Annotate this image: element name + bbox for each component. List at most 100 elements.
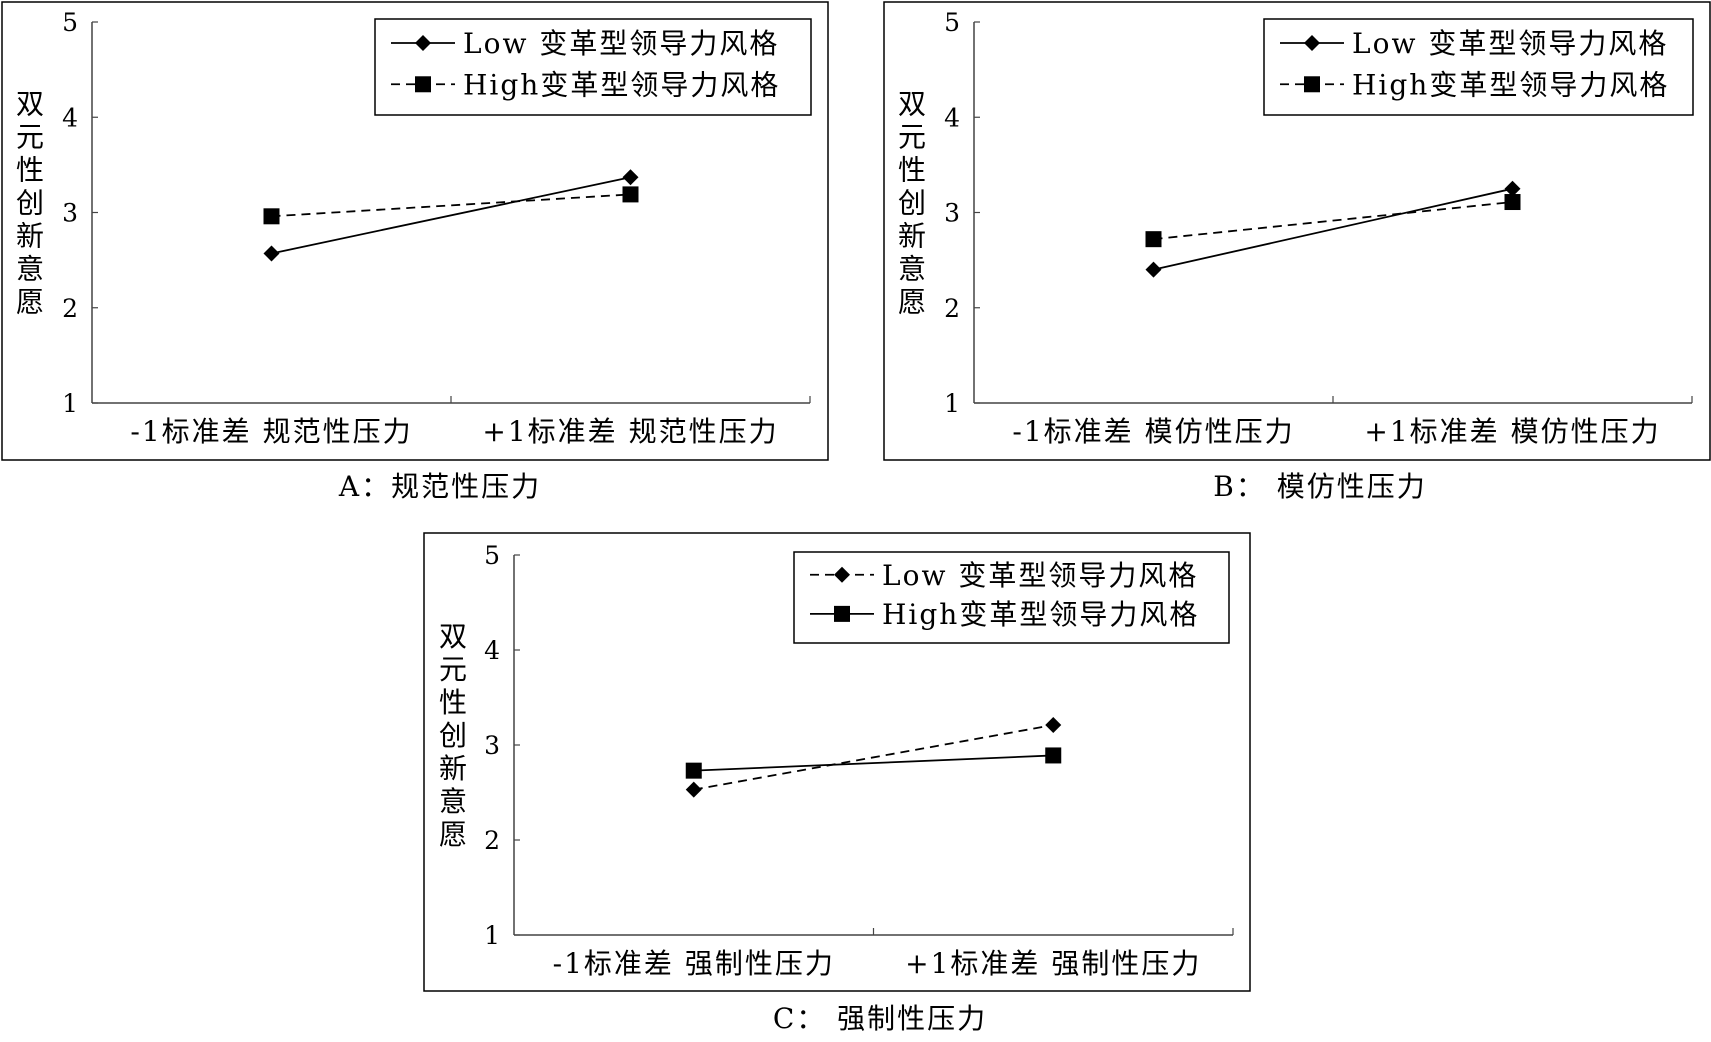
legend-marker-square <box>834 605 850 622</box>
chart-panel-a: 1 2 3 4 5 -1标准差 规范性压力 +1标准差 规范性压力 双元性创新意愿 Low 变革… <box>1 1 829 503</box>
data-point-square <box>622 186 639 203</box>
x-category-label: +1标准差 规范性压力 <box>482 415 778 448</box>
y-tick-label: 1 <box>944 389 960 418</box>
series-line <box>271 193 631 218</box>
legend-box <box>793 551 1230 644</box>
y-axis-title-char: 双 <box>439 620 467 653</box>
y-tick-label: 4 <box>944 103 960 132</box>
legend: Low 变革型领导力风格 High变革型领导力风格 <box>1263 18 1694 116</box>
x-category-label: +1标准差 强制性压力 <box>905 947 1201 980</box>
legend-label: High变革型领导力风格 <box>1352 68 1669 101</box>
y-tick-label: 3 <box>62 199 78 228</box>
series-low <box>685 717 1062 798</box>
y-axis-title-char: 双 <box>16 88 44 121</box>
chart-panel-b: 1 2 3 4 5 -1标准差 模仿性压力 +1标准差 模仿性压力 双元性创新意愿 Low 变革… <box>883 1 1711 503</box>
y-tick-label: 5 <box>62 8 78 37</box>
x-category-label: +1标准差 模仿性压力 <box>1364 415 1660 448</box>
data-point-square <box>1145 231 1162 248</box>
y-axis-title: 双元性创新意愿 <box>898 88 926 319</box>
x-category-label: -1标准差 模仿性压力 <box>1012 415 1294 448</box>
y-axis-title-char: 元 <box>439 653 467 686</box>
legend: Low 变革型领导力风格 High变革型领导力风格 <box>793 551 1230 644</box>
panel-frame <box>423 532 1251 992</box>
y-tick-label: 4 <box>484 636 500 665</box>
legend-item: High变革型领导力风格 <box>1280 68 1669 101</box>
y-tick-label: 2 <box>944 294 960 323</box>
y-tick-label: 3 <box>944 199 960 228</box>
data-point-diamond <box>1045 717 1062 734</box>
y-axis-title-char: 愿 <box>439 818 467 851</box>
series-line <box>271 176 631 255</box>
series-line <box>1153 201 1513 241</box>
legend-label: High变革型领导力风格 <box>463 68 780 101</box>
data-point-diamond <box>622 169 639 186</box>
legend-label: High变革型领导力风格 <box>882 598 1199 631</box>
legend-marker-diamond <box>1304 35 1320 51</box>
y-axis-title-char: 性 <box>16 154 44 187</box>
series-high <box>263 186 639 225</box>
chart-panel-c: 1 2 3 4 5 -1标准差 强制性压力 +1标准差 强制性压力 双元性创新意愿 Low 变革… <box>423 532 1251 1035</box>
data-point-square <box>1045 747 1062 764</box>
data-point-square <box>1504 194 1521 211</box>
series-low <box>263 169 639 262</box>
y-axis-title-char: 创 <box>898 187 926 220</box>
y-axis-title-char: 元 <box>898 121 926 154</box>
panel-frame <box>1 1 829 461</box>
y-axis-title-char: 新 <box>439 752 467 785</box>
y-tick-label: 1 <box>484 921 500 950</box>
legend-label: Low 变革型领导力风格 <box>882 559 1198 592</box>
y-axis-title-char: 创 <box>439 719 467 752</box>
data-point-diamond <box>1504 180 1521 197</box>
x-category-label: -1标准差 规范性压力 <box>130 415 412 448</box>
y-axis-title-char: 意 <box>16 253 44 286</box>
y-axis-title-char: 元 <box>16 121 44 154</box>
series-high <box>685 747 1062 779</box>
legend-item: Low 变革型领导力风格 <box>391 27 779 60</box>
data-point-diamond <box>1145 261 1162 278</box>
legend-item: Low 变革型领导力风格 <box>810 559 1198 592</box>
legend-marker-diamond <box>834 566 850 583</box>
panel-caption: A：规范性压力 <box>338 470 541 503</box>
panel-frame <box>883 1 1711 461</box>
y-axis-title-char: 新 <box>16 220 44 253</box>
legend-item: Low 变革型领导力风格 <box>1280 27 1668 60</box>
series-line <box>693 754 1054 772</box>
series-low <box>1145 180 1521 278</box>
y-axis-title-char: 新 <box>898 220 926 253</box>
y-tick-label: 5 <box>484 541 500 570</box>
data-point-square <box>263 208 280 225</box>
legend: Low 变革型领导力风格 High变革型领导力风格 <box>374 18 812 116</box>
y-axis-title-char: 愿 <box>898 286 926 319</box>
y-tick-label: 5 <box>944 8 960 37</box>
data-point-diamond <box>685 781 702 798</box>
legend-item: High变革型领导力风格 <box>810 598 1199 631</box>
series-high <box>1145 194 1521 248</box>
y-tick-label: 2 <box>62 294 78 323</box>
y-axis-title-char: 意 <box>898 253 926 286</box>
y-axis-title-char: 双 <box>898 88 926 121</box>
y-axis-title-char: 意 <box>439 785 467 818</box>
legend-marker-diamond <box>415 35 431 51</box>
legend-label: Low 变革型领导力风格 <box>463 27 779 60</box>
legend-marker-square <box>1304 76 1320 93</box>
y-axis-title-char: 创 <box>16 187 44 220</box>
panel-caption: C： 强制性压力 <box>773 1002 987 1035</box>
panel-caption: B： 模仿性压力 <box>1213 470 1426 503</box>
x-category-label: -1标准差 强制性压力 <box>553 947 835 980</box>
y-axis-title-char: 性 <box>898 154 926 187</box>
y-axis-title-char: 愿 <box>16 286 44 319</box>
series-line <box>693 724 1054 791</box>
y-tick-label: 4 <box>62 103 78 132</box>
y-tick-label: 1 <box>62 389 78 418</box>
y-tick-label: 2 <box>484 826 500 855</box>
legend-box <box>1263 18 1694 116</box>
y-axis-title: 双元性创新意愿 <box>16 88 44 319</box>
y-tick-label: 3 <box>484 731 500 760</box>
y-axis-title-char: 性 <box>439 686 467 719</box>
y-axis-title: 双元性创新意愿 <box>439 620 467 851</box>
legend-label: Low 变革型领导力风格 <box>1352 27 1668 60</box>
legend-item: High变革型领导力风格 <box>391 68 780 101</box>
series-line <box>1153 187 1513 271</box>
legend-box <box>374 18 812 116</box>
